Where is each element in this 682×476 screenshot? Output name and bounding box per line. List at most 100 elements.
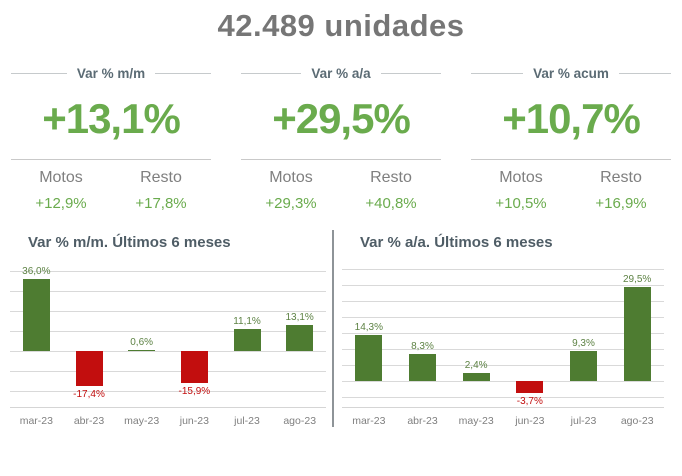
kpi-value: +10,7%	[502, 95, 641, 142]
kpi-header-label: Var % m/m	[76, 66, 146, 81]
kpi-split-resto: Resto +16,9%	[571, 169, 671, 212]
chart-title: Var % a/a. Últimos 6 meses	[360, 234, 553, 251]
gridline	[342, 333, 664, 334]
kpi-section: Var % acum +10,7% Motos +10,5% Resto +16,9%	[471, 66, 672, 212]
kpi-split: Motos +10,5% Resto +16,9%	[471, 169, 671, 212]
x-axis-label: mar-23	[19, 415, 53, 427]
split-label: Motos	[39, 169, 83, 186]
kpi-header-label: Var % acum	[533, 66, 609, 81]
gridline	[10, 311, 326, 312]
split-value: +12,9%	[35, 195, 87, 212]
bar-abr-23	[409, 354, 436, 381]
gridline	[10, 391, 326, 392]
chart-var-aa: Var % a/a. Últimos 6 meses 14,3% 8,3% 2,4%…	[342, 228, 664, 427]
split-value: +16,9%	[595, 195, 647, 212]
header-rule-right	[155, 73, 212, 74]
kpi-split: Motos +29,3% Resto +40,8%	[241, 169, 441, 212]
header-rule-left	[241, 73, 302, 74]
gridline	[342, 349, 664, 350]
chart-var-mm: Var % m/m. Últimos 6 meses 36,0% -17,4% 0,…	[10, 228, 326, 427]
bar-value-label: 11,1%	[233, 315, 261, 327]
split-value: +40,8%	[365, 195, 417, 212]
bar-jul-23	[570, 351, 597, 381]
kpi-header: Var % acum	[471, 66, 672, 81]
bar-value-label: 0,6%	[130, 336, 154, 348]
x-axis: mar-23 abr-23 may-23 jun-23 jul-23 ago-23	[342, 407, 664, 427]
plot-area: 36,0% -17,4% 0,6% -15,9% 11,1% 13,1%	[10, 266, 326, 400]
split-label: Resto	[370, 169, 412, 186]
kpi-separator	[11, 159, 211, 160]
gridline	[10, 291, 326, 292]
x-axis-label: jun-23	[179, 415, 209, 427]
kpi-header-label: Var % a/a	[311, 66, 371, 81]
gridline	[342, 317, 664, 318]
chart-title: Var % m/m. Últimos 6 meses	[28, 234, 231, 251]
bar-may-23	[462, 373, 490, 381]
split-label: Motos	[269, 169, 313, 186]
bar-jun-23	[180, 351, 208, 383]
bar-value-label: 2,4%	[464, 360, 488, 372]
kpi-section: Var % a/a +29,5% Motos +29,3% Resto +40,8%	[241, 66, 442, 212]
gridline	[342, 365, 664, 366]
bar-mar-23	[22, 279, 50, 351]
split-value: +29,3%	[265, 195, 317, 212]
bar-value-label: 14,3%	[354, 322, 383, 334]
kpi-split-motos: Motos +12,9%	[11, 169, 111, 212]
bar-value-label: -15,9%	[178, 385, 211, 397]
charts-divider	[332, 230, 334, 427]
bar-ago-23	[286, 324, 314, 351]
gridline	[342, 285, 664, 286]
bar-abr-23	[75, 351, 103, 386]
kpi-split-resto: Resto +17,8%	[111, 169, 211, 212]
bar-value-label: 13,1%	[285, 311, 314, 323]
kpi-section: Var % m/m +13,1% Motos +12,9% Resto +17,8%	[11, 66, 212, 212]
kpi-header: Var % a/a	[241, 66, 442, 81]
x-axis-label: may-23	[124, 415, 160, 427]
charts-row: Var % m/m. Últimos 6 meses 36,0% -17,4% 0,…	[0, 228, 682, 427]
x-axis-label: mar-23	[352, 415, 386, 427]
gridline	[10, 351, 326, 352]
bar-may-23	[128, 349, 156, 351]
kpi-value: +29,5%	[272, 95, 411, 142]
bar-value-label: -17,4%	[73, 388, 105, 400]
kpi-split-resto: Resto +40,8%	[341, 169, 441, 212]
page-title: 42.489 unidades	[217, 8, 465, 43]
split-label: Resto	[140, 169, 182, 186]
gridline	[342, 381, 664, 382]
split-value: +17,8%	[135, 195, 187, 212]
gridline	[342, 301, 664, 302]
x-axis: mar-23 abr-23 may-23 jun-23 jul-23 ago-23	[10, 407, 326, 427]
kpi-separator	[241, 159, 441, 160]
plot-area: 14,3% 8,3% 2,4% -3,7% 9,3% 29,5%	[342, 269, 664, 407]
bar-value-label: 29,5%	[622, 273, 652, 285]
bar-value-label: -3,7%	[516, 395, 543, 407]
bar-jun-23	[516, 381, 544, 393]
x-axis-label: abr-23	[73, 415, 105, 427]
bar-jul-23	[233, 328, 261, 351]
x-axis-label: jul-23	[234, 415, 260, 427]
x-axis-label: may-23	[458, 415, 494, 427]
bar-value-label: 8,3%	[411, 341, 434, 353]
gridline	[10, 371, 326, 372]
bar-ago-23	[623, 286, 651, 381]
x-axis-label: ago-23	[283, 415, 317, 427]
bar-value-label: 36,0%	[22, 266, 51, 277]
gridline	[342, 397, 664, 398]
gridline	[342, 269, 664, 270]
split-label: Motos	[499, 169, 543, 186]
gridline	[10, 271, 326, 272]
kpi-separator	[471, 159, 671, 160]
x-axis-label: abr-23	[407, 415, 438, 427]
header-rule-left	[471, 73, 524, 74]
x-axis-label: ago-23	[620, 415, 654, 427]
gridline	[10, 331, 326, 332]
kpi-split: Motos +12,9% Resto +17,8%	[11, 169, 211, 212]
kpi-row: Var % m/m +13,1% Motos +12,9% Resto +17,8% …	[0, 66, 682, 212]
x-axis-label: jun-23	[515, 415, 545, 427]
kpi-split-motos: Motos +29,3%	[241, 169, 341, 212]
kpi-value: +13,1%	[42, 95, 181, 142]
header-rule-left	[11, 73, 67, 74]
split-value: +10,5%	[495, 195, 547, 212]
kpi-header: Var % m/m	[11, 66, 212, 81]
